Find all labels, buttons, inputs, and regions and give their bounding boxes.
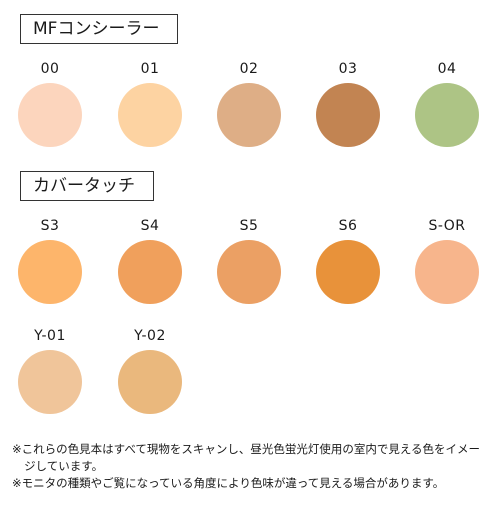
- color-disclaimer-notes: ※これらの色見本はすべて現物をスキャンし、昼光色蛍光灯使用の室内で見える色をイメ…: [12, 441, 490, 492]
- swatch-label: Y-01: [34, 328, 66, 344]
- color-swatch-circle: [18, 350, 82, 414]
- swatch-y-01: Y-01: [18, 327, 82, 414]
- note-monitor: ※モニタの種類やご覧になっている角度により色味が違って見える場合があります。: [12, 476, 445, 490]
- swatch-label: 02: [239, 61, 259, 77]
- swatch-04: 04: [415, 60, 479, 147]
- swatch-label: 04: [437, 61, 457, 77]
- swatch-label: Y-02: [134, 328, 166, 344]
- color-swatch-circle: [415, 83, 479, 147]
- color-swatch-circle: [18, 240, 82, 304]
- swatch-s4: S4: [118, 217, 182, 304]
- swatch-03: 03: [316, 60, 380, 147]
- swatch-s3: S3: [18, 217, 82, 304]
- swatch-label: S3: [40, 218, 60, 234]
- swatch-s6: S6: [316, 217, 380, 304]
- color-swatch-circle: [316, 240, 380, 304]
- cover-touch-title: カバータッチ: [20, 171, 154, 201]
- swatch-label: S5: [239, 218, 259, 234]
- swatch-label: 03: [338, 61, 358, 77]
- swatch-label: S-OR: [428, 218, 466, 234]
- color-swatch-circle: [415, 240, 479, 304]
- swatch-y-02: Y-02: [118, 327, 182, 414]
- swatch-01: 01: [118, 60, 182, 147]
- color-swatch-circle: [18, 83, 82, 147]
- swatch-s5: S5: [217, 217, 281, 304]
- color-swatch-circle: [316, 83, 380, 147]
- note-scan: ※これらの色見本はすべて現物をスキャンし、昼光色蛍光灯使用の室内で見える色をイメ…: [12, 442, 481, 473]
- swatch-s-or: S-OR: [415, 217, 479, 304]
- color-swatch-circle: [118, 350, 182, 414]
- mf-concealer-title: MFコンシーラー: [20, 14, 178, 44]
- color-swatch-circle: [118, 240, 182, 304]
- swatch-02: 02: [217, 60, 281, 147]
- swatch-label: S6: [338, 218, 358, 234]
- color-swatch-circle: [217, 83, 281, 147]
- swatch-label: 00: [40, 61, 60, 77]
- swatch-00: 00: [18, 60, 82, 147]
- swatch-label: 01: [140, 61, 160, 77]
- color-swatch-circle: [118, 83, 182, 147]
- swatch-label: S4: [140, 218, 160, 234]
- color-swatch-circle: [217, 240, 281, 304]
